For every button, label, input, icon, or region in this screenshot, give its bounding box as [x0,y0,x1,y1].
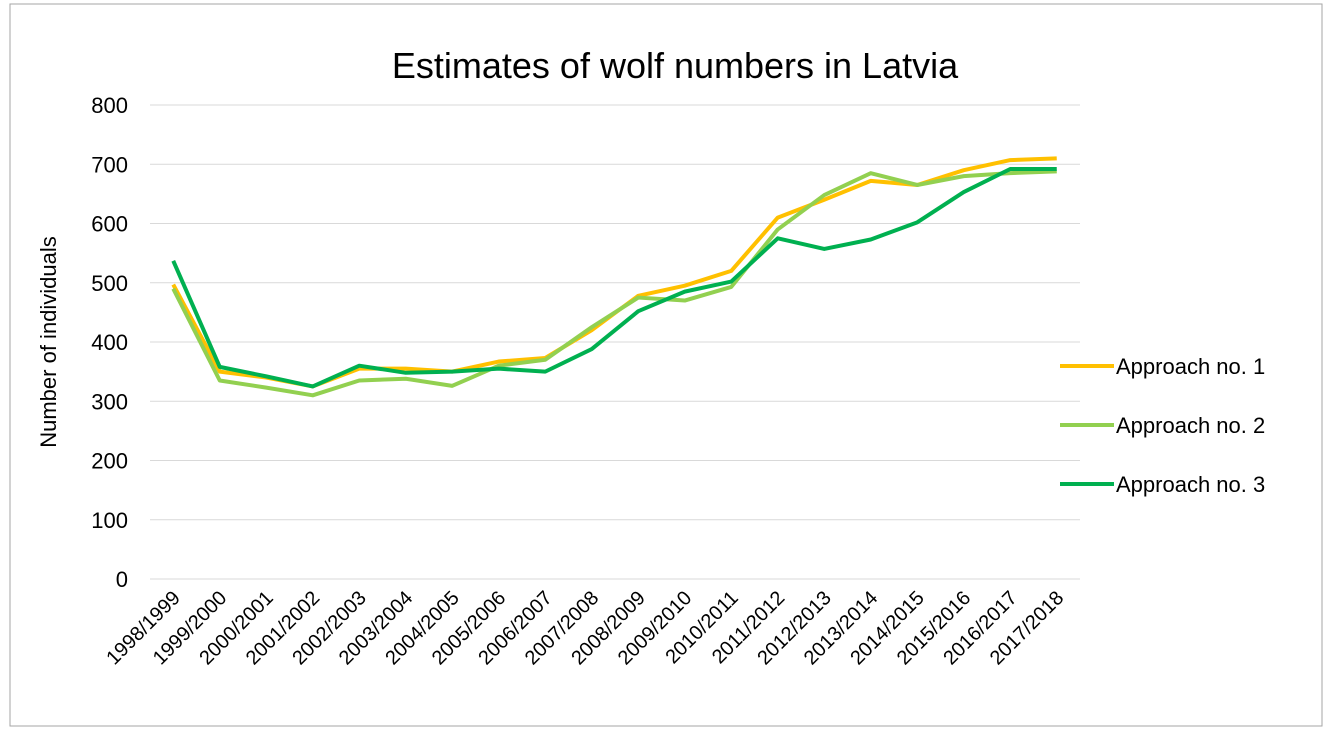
series-line [171,169,1057,398]
y-tick-label: 600 [91,212,128,237]
legend-label: Approach no. 3 [1116,472,1265,497]
y-axis-label: Number of individuals [36,236,61,448]
y-tick-label: 300 [91,389,128,414]
series-line [171,166,1057,389]
y-tick-label: 0 [116,567,128,592]
y-tick-label: 800 [91,93,128,118]
y-tick-label: 100 [91,508,128,533]
y-tick-label: 200 [91,449,128,474]
y-tick-label: 500 [91,271,128,296]
chart-title: Estimates of wolf numbers in Latvia [392,45,959,86]
legend-label: Approach no. 1 [1116,354,1265,379]
y-tick-label: 400 [91,330,128,355]
legend-label: Approach no. 2 [1116,413,1265,438]
y-tick-label: 700 [91,152,128,177]
